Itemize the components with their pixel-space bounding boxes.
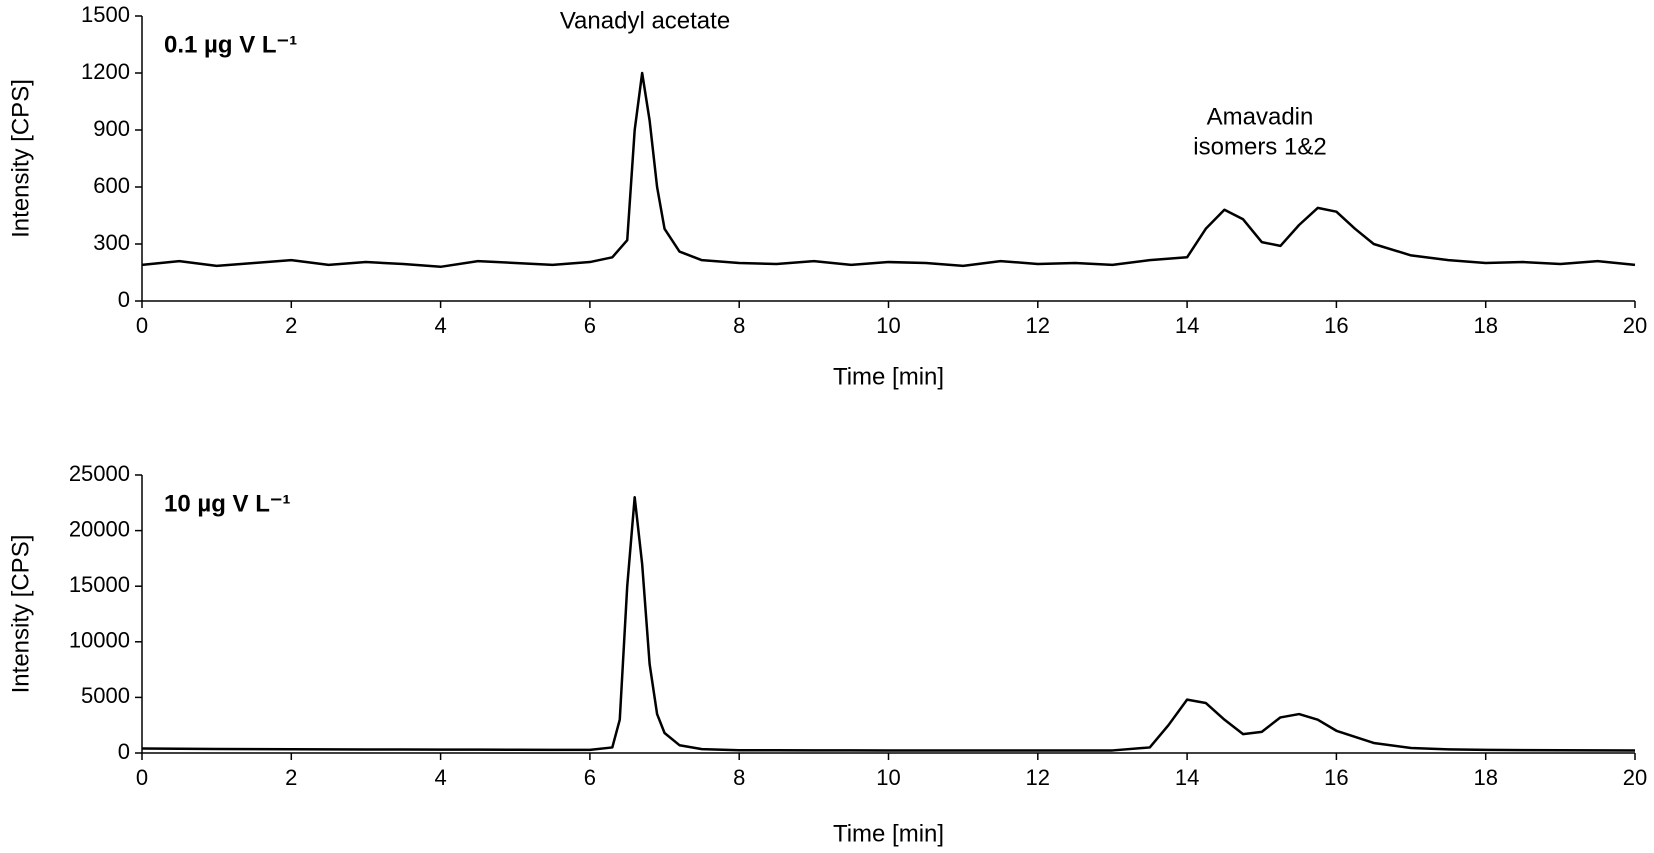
x-tick-label: 0 bbox=[136, 765, 148, 790]
y-tick-label: 0 bbox=[118, 287, 130, 312]
x-tick-label: 16 bbox=[1324, 313, 1348, 338]
x-tick-label: 18 bbox=[1473, 765, 1497, 790]
panel-title: 0.1 µg V L⁻¹ bbox=[164, 31, 297, 58]
x-tick-label: 0 bbox=[136, 313, 148, 338]
x-tick-label: 8 bbox=[733, 765, 745, 790]
x-tick-label: 6 bbox=[584, 765, 596, 790]
x-axis-title: Time [min] bbox=[833, 363, 944, 390]
y-tick-label: 1500 bbox=[81, 2, 130, 27]
y-tick-label: 25000 bbox=[69, 461, 130, 486]
annotation: isomers 1&2 bbox=[1193, 133, 1326, 160]
x-tick-label: 12 bbox=[1026, 765, 1050, 790]
x-tick-label: 4 bbox=[434, 765, 446, 790]
x-tick-label: 2 bbox=[285, 313, 297, 338]
x-tick-label: 8 bbox=[733, 313, 745, 338]
x-tick-label: 6 bbox=[584, 313, 596, 338]
panel-title: 10 µg V L⁻¹ bbox=[164, 490, 291, 517]
annotation: Amavadin bbox=[1207, 103, 1314, 130]
x-tick-label: 10 bbox=[876, 765, 900, 790]
y-tick-label: 300 bbox=[93, 230, 130, 255]
data-line bbox=[141, 71, 1636, 269]
x-tick-label: 12 bbox=[1026, 313, 1050, 338]
data-line bbox=[141, 495, 1636, 752]
x-tick-label: 2 bbox=[285, 765, 297, 790]
y-axis-title: Intensity [CPS] bbox=[7, 79, 34, 238]
x-tick-label: 18 bbox=[1473, 313, 1497, 338]
y-tick-label: 900 bbox=[93, 116, 130, 141]
y-tick-label: 5000 bbox=[81, 683, 130, 708]
x-tick-label: 4 bbox=[434, 313, 446, 338]
annotation: Vanadyl acetate bbox=[560, 7, 730, 34]
x-tick-label: 10 bbox=[876, 313, 900, 338]
x-tick-label: 20 bbox=[1623, 313, 1647, 338]
y-tick-label: 0 bbox=[118, 739, 130, 764]
y-tick-label: 15000 bbox=[69, 572, 130, 597]
x-tick-label: 16 bbox=[1324, 765, 1348, 790]
y-tick-label: 1200 bbox=[81, 59, 130, 84]
x-tick-label: 14 bbox=[1175, 313, 1199, 338]
y-axis-title: Intensity [CPS] bbox=[7, 535, 34, 694]
y-tick-label: 10000 bbox=[69, 628, 130, 653]
y-tick-label: 20000 bbox=[69, 516, 130, 541]
x-tick-label: 14 bbox=[1175, 765, 1199, 790]
x-tick-label: 20 bbox=[1623, 765, 1647, 790]
y-tick-label: 600 bbox=[93, 173, 130, 198]
x-axis-title: Time [min] bbox=[833, 820, 944, 847]
